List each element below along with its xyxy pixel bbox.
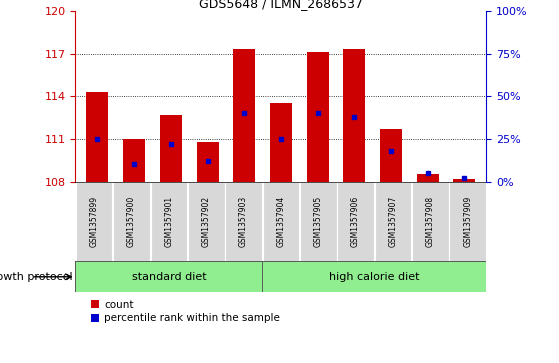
Bar bbox=[453, 179, 475, 182]
Text: GSM1357903: GSM1357903 bbox=[239, 196, 248, 247]
Bar bbox=[87, 92, 108, 182]
Title: GDS5648 / ILMN_2686537: GDS5648 / ILMN_2686537 bbox=[199, 0, 363, 10]
Bar bbox=[343, 49, 365, 182]
Text: GSM1357906: GSM1357906 bbox=[351, 196, 360, 247]
Bar bbox=[150, 182, 187, 261]
Text: GSM1357904: GSM1357904 bbox=[276, 196, 286, 247]
Legend: count, percentile rank within the sample: count, percentile rank within the sample bbox=[87, 296, 285, 327]
Bar bbox=[75, 261, 262, 292]
Bar bbox=[412, 182, 449, 261]
Bar bbox=[416, 174, 439, 182]
Bar bbox=[225, 182, 262, 261]
Bar bbox=[76, 182, 112, 261]
Bar bbox=[160, 115, 182, 182]
Bar bbox=[233, 49, 255, 182]
Text: GSM1357909: GSM1357909 bbox=[463, 196, 472, 247]
Bar bbox=[380, 129, 402, 182]
Text: growth protocol: growth protocol bbox=[0, 272, 73, 282]
Text: GSM1357902: GSM1357902 bbox=[202, 196, 211, 247]
Text: GSM1357908: GSM1357908 bbox=[426, 196, 435, 247]
Bar bbox=[262, 261, 486, 292]
Text: GSM1357899: GSM1357899 bbox=[89, 196, 98, 247]
Bar bbox=[197, 142, 219, 182]
Text: GSM1357901: GSM1357901 bbox=[164, 196, 173, 247]
Bar bbox=[375, 182, 411, 261]
Bar bbox=[300, 182, 337, 261]
Text: GSM1357907: GSM1357907 bbox=[389, 196, 397, 247]
Bar bbox=[449, 182, 486, 261]
Bar bbox=[270, 103, 292, 182]
Bar bbox=[306, 52, 329, 181]
Bar bbox=[337, 182, 374, 261]
Text: standard diet: standard diet bbox=[131, 272, 206, 282]
Bar bbox=[113, 182, 150, 261]
Text: GSM1357905: GSM1357905 bbox=[314, 196, 323, 247]
Bar bbox=[188, 182, 225, 261]
Text: high calorie diet: high calorie diet bbox=[329, 272, 419, 282]
Bar bbox=[123, 139, 145, 182]
Bar bbox=[263, 182, 299, 261]
Text: GSM1357900: GSM1357900 bbox=[127, 196, 136, 247]
